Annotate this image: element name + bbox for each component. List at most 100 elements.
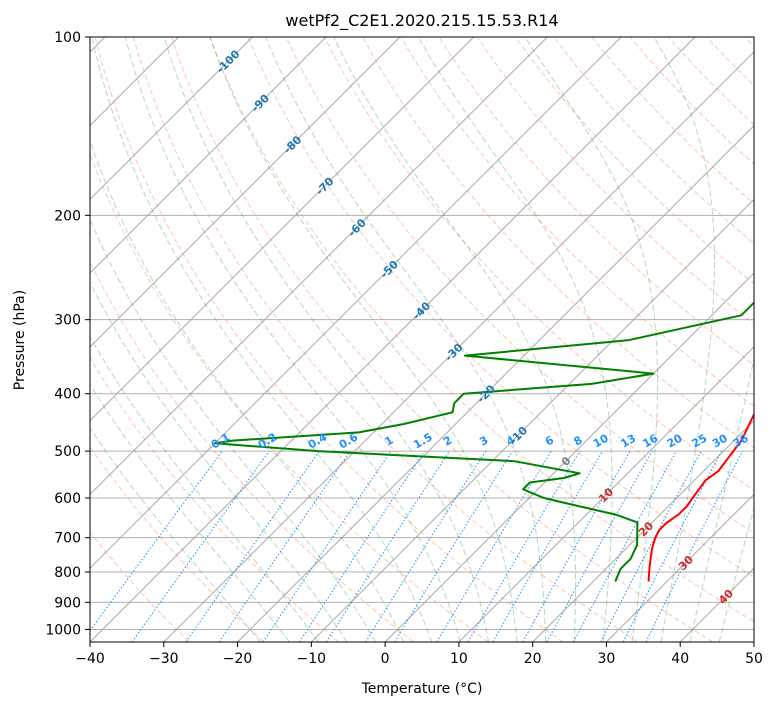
x-tick-label: 20 [524,651,542,667]
y-axis-ticks: 100 200 300 400 500 600 700 800 900 1000 [45,30,90,638]
moist-adiabat-line [333,37,577,642]
mixing-ratio-line [131,450,270,642]
dry-adiabat-line [591,37,754,205]
isotherm-line [237,124,754,642]
mixing-ratio-label: 0.1 [209,431,232,452]
dry-adiabat-line [438,37,754,366]
dry-adiabat-line [90,446,265,642]
isotherm-line [90,37,548,496]
y-tick-label: 200 [54,208,81,224]
mixing-ratio-label: 2 [441,434,454,449]
mixing-ratio-line [436,450,552,642]
y-tick-label: 800 [54,565,81,581]
moist-adiabat-line [689,356,754,642]
isotherm-label: -90 [249,92,272,115]
moist-adiabat-line [718,505,754,642]
moist-adiabat-line [209,37,518,642]
moist-adiabat-line [653,37,715,642]
isotherm-line [90,37,475,422]
mixing-ratio-line [262,450,392,642]
chart-title: wetPf2_C2E1.2020.215.15.53.R14 [285,11,558,31]
mixing-ratio-label: 20 [665,431,685,450]
isotherm-line [458,346,754,642]
moist-adiabat-line [90,427,261,642]
isotherm-label: -100 [214,47,243,76]
y-tick-label: 400 [54,387,81,403]
dry-adiabat-line [90,356,339,642]
x-tick-label: 30 [598,651,616,667]
dry-adiabat-line [629,37,754,165]
isotherm-line [532,419,754,642]
isotherm-line [384,272,754,642]
plot-frame [89,36,755,643]
dry-adiabat-line [132,37,639,642]
mixing-ratio-label: 13 [618,432,638,451]
isotherm-line [606,493,754,642]
dry-adiabat-line [400,37,754,407]
mixing-ratio-line [90,450,223,632]
mixing-ratio-line [299,450,426,642]
dry-adiabat-line [362,37,754,449]
isotherm-line [679,567,754,642]
y-tick-label: 300 [54,313,81,329]
y-axis-label: Pressure (hPa) [12,290,28,390]
x-tick-label: 50 [745,651,763,667]
mixing-ratio-line [185,450,320,642]
y-tick-label: 1000 [45,622,81,638]
x-tick-label: −10 [297,651,327,667]
x-tick-label: 0 [381,651,390,667]
mixing-ratio-line [218,450,351,642]
background-lines [90,37,754,642]
dry-adiabat-line [515,37,754,285]
mixing-ratio-line [546,450,653,642]
isotherm-line [90,37,696,642]
x-tick-label: −40 [75,651,105,667]
dry-adiabat-line [553,37,754,245]
x-tick-label: −20 [223,651,253,667]
y-tick-label: 900 [54,595,81,611]
isotherm-label: 30 [676,553,696,573]
dry-adiabat-line [90,152,489,642]
mixing-ratio-line [394,450,513,642]
dewpoint-profile-line [214,301,754,582]
mixing-ratio-label: 6 [543,433,556,448]
isotherm-label: 40 [716,587,736,607]
mixing-ratio-line [622,450,723,642]
isotherm-line [90,37,401,348]
dry-adiabat-line [209,37,754,623]
dry-adiabat-line [171,37,713,642]
moist-adiabat-line [90,139,405,642]
x-tick-label: 10 [450,651,468,667]
y-tick-label: 100 [54,30,81,46]
mixing-ratio-label: 25 [690,432,710,451]
moist-adiabat-line [524,37,659,642]
isotherm-line [753,641,754,642]
dry-adiabat-line [744,37,754,48]
mixing-ratio-line [365,450,487,642]
dry-adiabat-line [90,531,190,642]
moist-adiabat-line [124,37,461,642]
isotherm-line [90,37,253,201]
dry-adiabat-line [323,37,754,491]
y-tick-label: 700 [54,531,81,547]
mixing-ratio-line [573,450,677,642]
dry-adiabat-line [667,37,754,126]
temperature-profile-line [647,412,754,582]
dry-adiabat-line [706,37,754,87]
isotherm-line [163,51,754,642]
sounding-profiles [214,301,754,582]
dry-adiabat-line [94,37,564,642]
x-tick-label: 40 [671,651,689,667]
moist-adiabat-line [417,37,613,642]
mixing-ratio-label: 3 [477,434,490,449]
isotherm-line [310,198,754,642]
x-axis-ticks: −40 −30 −20 −10 0 10 20 30 40 50 [75,642,763,667]
dry-adiabat-line [90,260,414,642]
x-axis-label: Temperature (°C) [361,681,483,697]
mixing-ratio-label: 1 [383,434,396,449]
x-tick-label: −30 [149,651,179,667]
moist-adiabat-line [90,281,348,642]
moist-adiabat-line [90,335,319,642]
isotherm-line [90,37,327,274]
